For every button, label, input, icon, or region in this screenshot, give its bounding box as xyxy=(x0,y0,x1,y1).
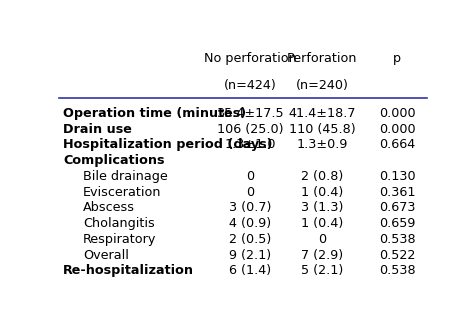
Text: 41.4±18.7: 41.4±18.7 xyxy=(288,107,356,120)
Text: 0.659: 0.659 xyxy=(379,217,415,230)
Text: 0.130: 0.130 xyxy=(379,170,416,183)
Text: 5 (2.1): 5 (2.1) xyxy=(301,264,343,278)
Text: 110 (45.8): 110 (45.8) xyxy=(289,123,355,136)
Text: Re-hospitalization: Re-hospitalization xyxy=(63,264,194,278)
Text: No perforation: No perforation xyxy=(204,52,297,65)
Text: 7 (2.9): 7 (2.9) xyxy=(301,249,343,262)
Text: 0: 0 xyxy=(246,170,255,183)
Text: 0.361: 0.361 xyxy=(379,186,416,199)
Text: 0.673: 0.673 xyxy=(379,201,416,214)
Text: 106 (25.0): 106 (25.0) xyxy=(217,123,283,136)
Text: Respiratory: Respiratory xyxy=(83,233,156,246)
Text: Overall: Overall xyxy=(83,249,129,262)
Text: 1 (0.4): 1 (0.4) xyxy=(301,186,343,199)
Text: (n=240): (n=240) xyxy=(295,79,348,92)
Text: 2 (0.8): 2 (0.8) xyxy=(301,170,343,183)
Text: 0: 0 xyxy=(246,186,255,199)
Text: Complications: Complications xyxy=(63,154,164,167)
Text: 0: 0 xyxy=(318,233,326,246)
Text: Drain use: Drain use xyxy=(63,123,132,136)
Text: 0.538: 0.538 xyxy=(379,264,416,278)
Text: 1.3±0.9: 1.3±0.9 xyxy=(296,139,347,151)
Text: 0.664: 0.664 xyxy=(379,139,415,151)
Text: Cholangitis: Cholangitis xyxy=(83,217,155,230)
Text: 6 (1.4): 6 (1.4) xyxy=(229,264,271,278)
Text: 1 (0.4): 1 (0.4) xyxy=(301,217,343,230)
Text: Hospitalization period (days): Hospitalization period (days) xyxy=(63,139,273,151)
Text: Operation time (minutes): Operation time (minutes) xyxy=(63,107,246,120)
Text: 3 (0.7): 3 (0.7) xyxy=(229,201,272,214)
Text: Perforation: Perforation xyxy=(287,52,357,65)
Text: (n=424): (n=424) xyxy=(224,79,277,92)
Text: 0.000: 0.000 xyxy=(379,107,416,120)
Text: Abscess: Abscess xyxy=(83,201,135,214)
Text: 9 (2.1): 9 (2.1) xyxy=(229,249,271,262)
Text: 0.538: 0.538 xyxy=(379,233,416,246)
Text: 1.3±1.0: 1.3±1.0 xyxy=(225,139,276,151)
Text: 0.000: 0.000 xyxy=(379,123,416,136)
Text: 4 (0.9): 4 (0.9) xyxy=(229,217,271,230)
Text: Evisceration: Evisceration xyxy=(83,186,162,199)
Text: 2 (0.5): 2 (0.5) xyxy=(229,233,272,246)
Text: 0.522: 0.522 xyxy=(379,249,415,262)
Text: 3 (1.3): 3 (1.3) xyxy=(301,201,343,214)
Text: p: p xyxy=(393,52,401,65)
Text: Bile drainage: Bile drainage xyxy=(83,170,168,183)
Text: 35.4±17.5: 35.4±17.5 xyxy=(217,107,284,120)
